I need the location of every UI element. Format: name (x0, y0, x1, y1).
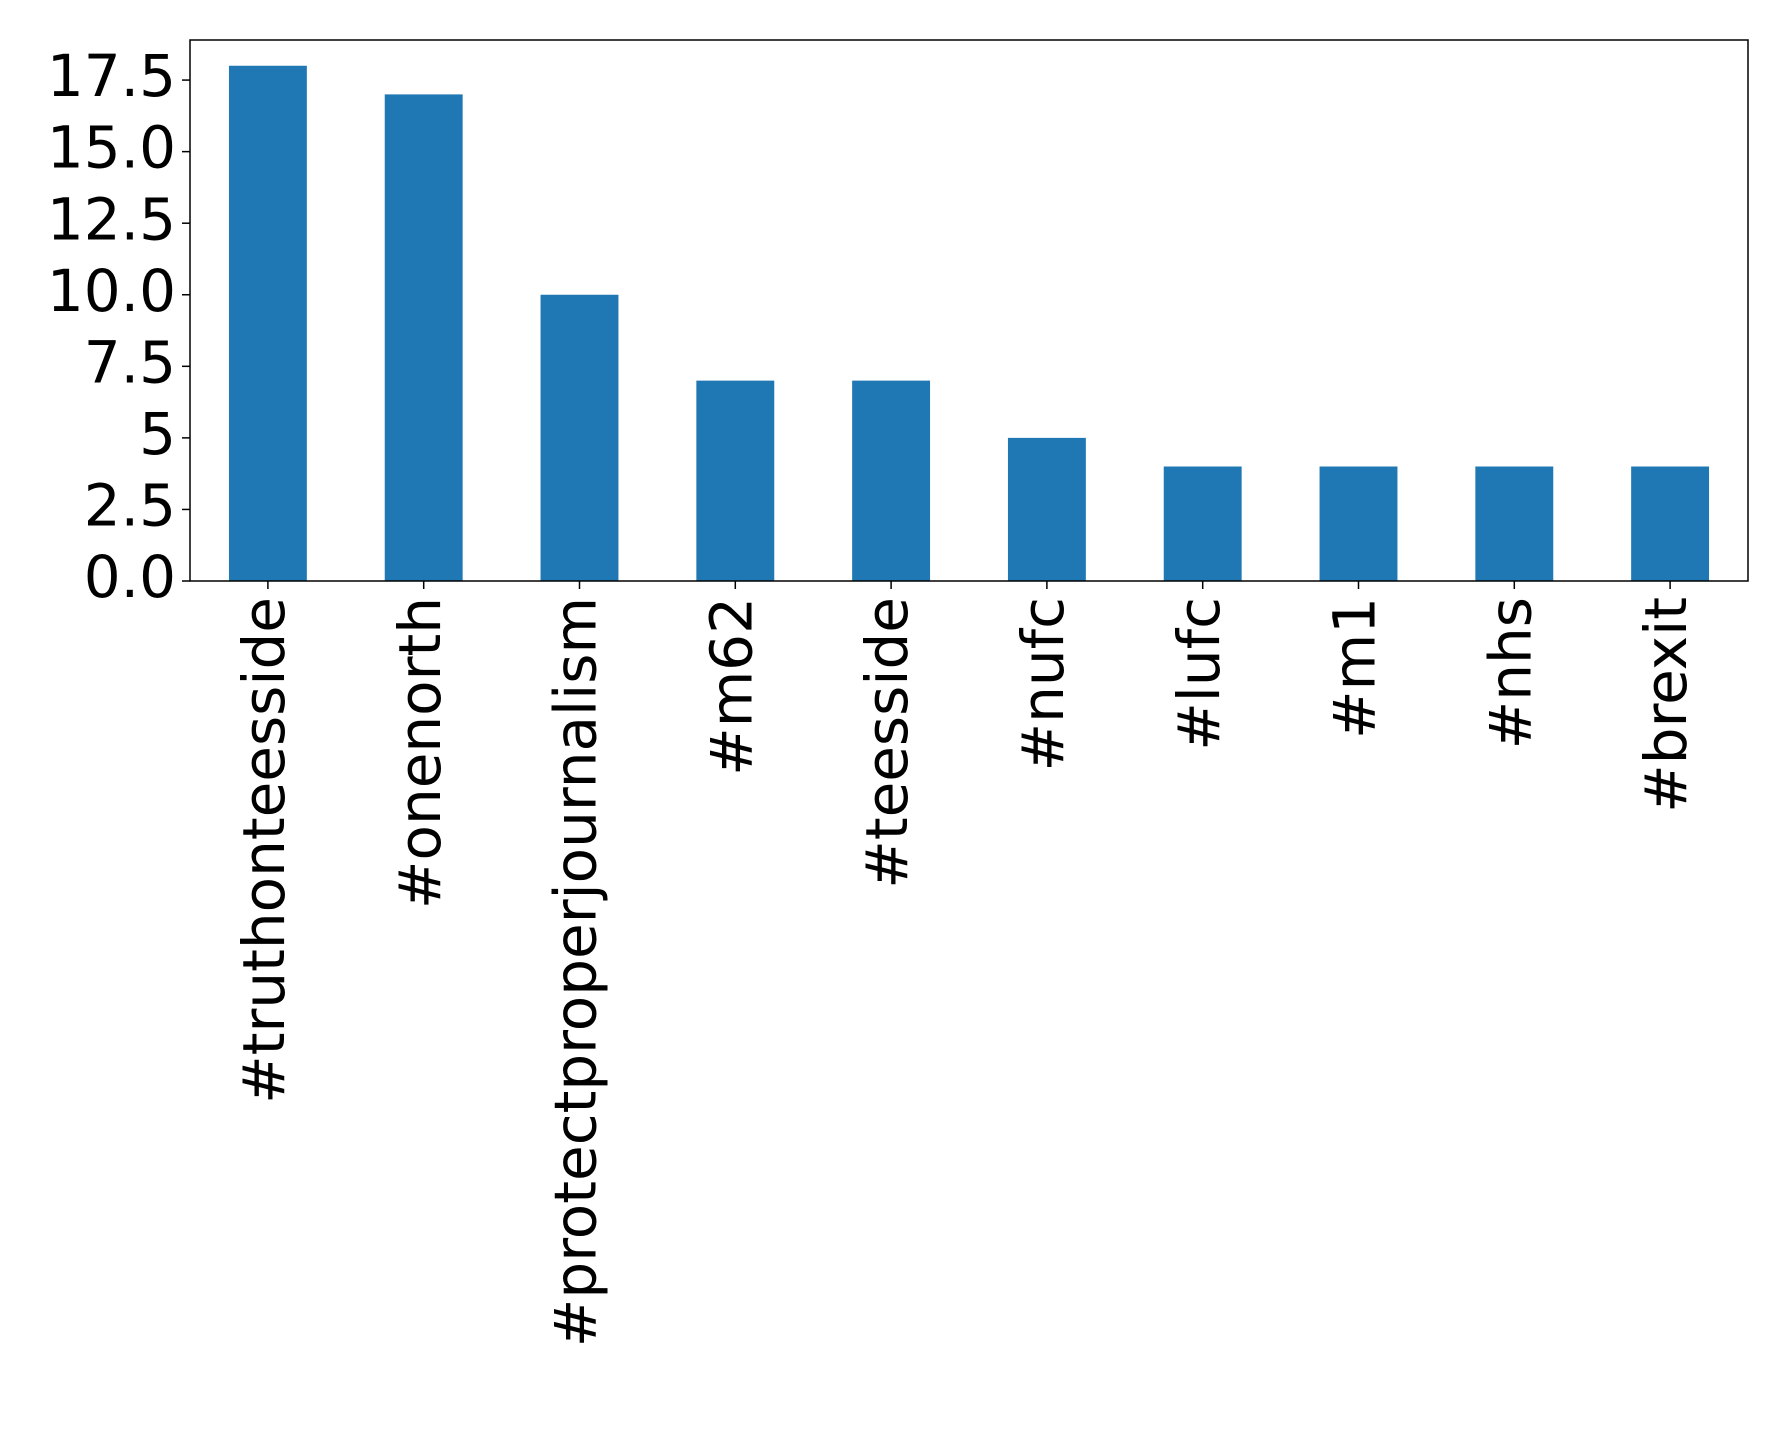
x-tick-label: #nhs (1476, 597, 1544, 749)
x-tick-label: #onenorth (386, 597, 454, 909)
y-tick-label: 12.5 (47, 185, 176, 253)
bar (1007, 437, 1086, 581)
x-tick-label: #protectproperjournalism (542, 597, 610, 1347)
axes-frame (189, 39, 1749, 582)
x-tick-label: #brexit (1632, 597, 1700, 813)
y-tick-label: 15.0 (47, 114, 176, 182)
y-tick-label: 2.5 (84, 472, 176, 540)
bar (228, 65, 307, 581)
bar (1319, 466, 1398, 581)
x-tick-label: #m62 (697, 597, 765, 776)
bar (1631, 466, 1710, 581)
y-tick-label: 0.0 (84, 543, 176, 611)
x-tick-label: #truthonteesside (230, 597, 298, 1104)
bar (1475, 466, 1554, 581)
bar (852, 380, 931, 581)
bar (696, 380, 775, 581)
bar (384, 94, 463, 582)
x-tick-label: #nufc (1009, 597, 1077, 771)
x-tick-label: #teesside (853, 597, 921, 889)
y-tick-label: 5 (139, 400, 176, 468)
y-tick-label: 10.0 (47, 257, 176, 325)
x-tick-label: #m1 (1321, 597, 1389, 739)
y-tick-label: 7.5 (84, 328, 176, 396)
bar (1163, 466, 1242, 581)
bar (540, 294, 619, 581)
y-tick-label: 17.5 (47, 42, 176, 110)
x-tick-label: #lufc (1165, 597, 1233, 751)
